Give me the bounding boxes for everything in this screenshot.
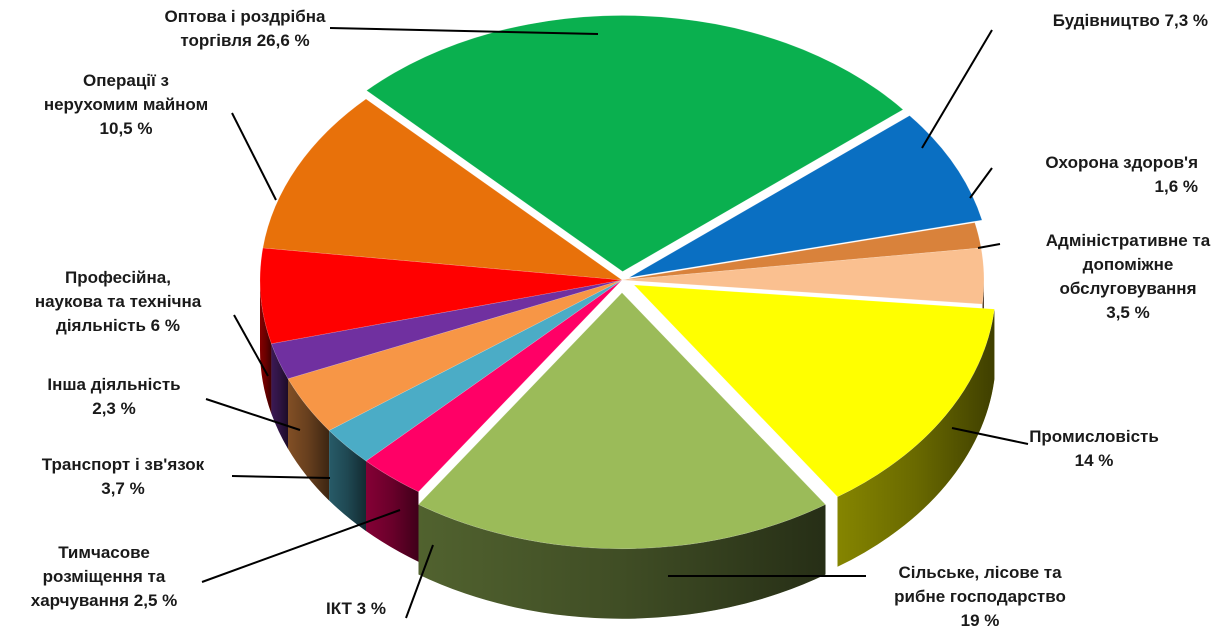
label-line: розміщення та [43,567,166,586]
leader-industry [951,427,1029,445]
label-line: Будівництво 7,3 % [1053,11,1208,30]
slice-agriculture [417,292,827,550]
label-line: 1,6 % [1155,177,1198,196]
slice-labels: Оптова і роздрібна торгівля 26,6 % Будівни… [31,7,1211,630]
slice-side-shade-professional [260,280,272,414]
label-ict: ІКТ 3 % [326,599,386,618]
label-line: 3,7 % [101,479,144,498]
label-line: наукова та технічна [35,292,202,311]
leader-admin [977,243,1001,249]
label-line: Інша діяльність [47,375,180,394]
leader-ict [405,544,434,619]
label-line: Оптова і роздрібна [165,7,326,26]
label-line: 2,3 % [92,399,135,418]
slice-trade [366,15,904,272]
slice-ict [365,279,623,493]
slice-side-shade-transport [288,378,330,501]
leader-realestate [231,112,277,201]
label-line: ІКТ 3 % [326,599,386,618]
label-line: 10,5 % [100,119,153,138]
label-line: обслуговування [1059,279,1196,298]
pie-sides [260,280,995,619]
label-realestate: Операції з нерухомим майном 10,5 % [44,71,208,138]
slice-realestate [262,98,624,281]
leader-other [205,398,301,431]
leader-health [969,167,993,199]
label-agriculture: Сільське, лісове та рибне господарство 19 … [894,563,1066,630]
label-line: діяльність 6 % [56,316,180,335]
label-line: Адміністративне та [1046,231,1211,250]
label-line: Транспорт і зв'язок [42,455,205,474]
label-line: Сільське, лісове та [898,563,1062,582]
label-line: нерухомим майном [44,95,208,114]
leader-accommodation [201,509,401,583]
slice-accommodation [328,279,623,462]
label-other: Інша діяльність 2,3 % [47,375,180,418]
pie-slices [259,15,995,550]
label-line: Тимчасове [58,543,150,562]
label-line: допоміжне [1083,255,1174,274]
label-trade: Оптова і роздрібна торгівля 26,6 % [165,7,326,50]
label-health: Охорона здоров'я 1,6 % [1045,153,1198,196]
label-line: Професійна, [65,268,171,287]
label-line: Охорона здоров'я [1045,153,1198,172]
leader-professional [233,314,269,377]
slice-other [270,279,623,380]
label-line: 14 % [1075,451,1114,470]
label-industry: Промисловість 14 % [1029,427,1159,470]
slice-construction [629,115,983,278]
slice-transport [287,279,623,431]
leader-construction [921,29,993,149]
label-professional: Професійна, наукова та технічна діяльність… [35,268,202,335]
slice-professional [259,247,623,345]
label-admin: Адміністративне та допоміжне обслуговуванн… [1046,231,1211,322]
label-line: торгівля 26,6 % [180,31,309,50]
slice-side-shade-industry [837,309,995,567]
slice-side-shade-accommodation [329,430,366,531]
slice-industry [633,284,995,498]
label-construction: Будівництво 7,3 % [1053,11,1208,30]
label-line: 19 % [961,611,1000,630]
slice-side-shade-agriculture [418,504,826,619]
label-line: Промисловість [1029,427,1159,446]
label-line: рибне господарство [894,587,1066,606]
leader-trade [329,27,599,35]
label-accommodation: Тимчасове розміщення та харчування 2,5 % [31,543,178,610]
slice-side-shade-ict [366,461,419,562]
label-transport: Транспорт і зв'язок 3,7 % [42,455,205,498]
label-line: харчування 2,5 % [31,591,178,610]
label-line: Операції з [83,71,169,90]
leader-lines [201,27,1029,619]
label-line: 3,5 % [1106,303,1149,322]
leader-transport [231,475,331,479]
